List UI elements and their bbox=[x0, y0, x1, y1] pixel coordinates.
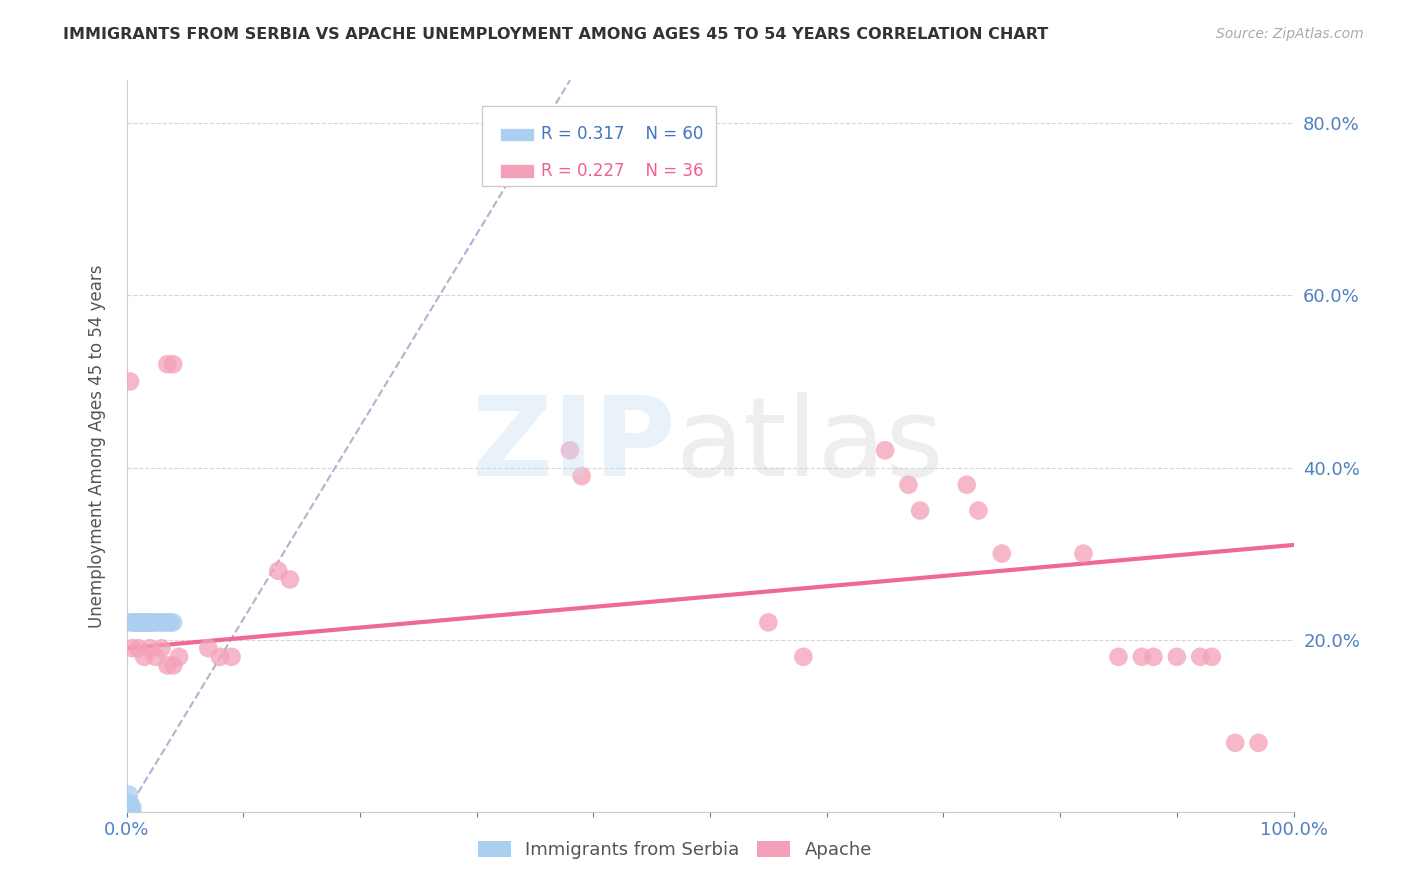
Point bbox=[145, 615, 167, 630]
Point bbox=[118, 805, 141, 819]
Point bbox=[132, 615, 155, 630]
Point bbox=[571, 469, 593, 483]
Point bbox=[1247, 736, 1270, 750]
Point bbox=[135, 615, 157, 630]
Point bbox=[132, 615, 155, 630]
FancyBboxPatch shape bbox=[501, 164, 534, 178]
Point bbox=[122, 615, 145, 630]
Point bbox=[160, 615, 183, 630]
Point bbox=[132, 615, 155, 630]
FancyBboxPatch shape bbox=[482, 106, 716, 186]
Point bbox=[208, 649, 231, 664]
Point bbox=[792, 649, 814, 664]
Point bbox=[897, 477, 920, 491]
Point bbox=[141, 615, 163, 630]
Point bbox=[129, 615, 152, 630]
Point bbox=[117, 805, 139, 819]
Point bbox=[1073, 547, 1095, 561]
Point bbox=[267, 564, 290, 578]
Point bbox=[118, 800, 141, 814]
Point bbox=[558, 443, 581, 458]
Point bbox=[875, 443, 897, 458]
Point bbox=[138, 615, 160, 630]
Point bbox=[139, 615, 162, 630]
Point bbox=[131, 615, 153, 630]
Point bbox=[162, 658, 184, 673]
Point bbox=[157, 615, 180, 630]
Point bbox=[155, 615, 177, 630]
Point bbox=[118, 796, 141, 810]
Point bbox=[118, 805, 141, 819]
Text: R = 0.227    N = 36: R = 0.227 N = 36 bbox=[541, 162, 703, 180]
Point bbox=[1108, 649, 1130, 664]
Point bbox=[115, 800, 138, 814]
Point bbox=[990, 547, 1012, 561]
Point bbox=[139, 641, 162, 656]
Point bbox=[118, 800, 141, 814]
Point bbox=[150, 641, 173, 656]
Point bbox=[1166, 649, 1188, 664]
Point bbox=[118, 375, 141, 389]
Point bbox=[153, 615, 176, 630]
Point bbox=[115, 805, 138, 819]
FancyBboxPatch shape bbox=[501, 128, 534, 141]
Point bbox=[756, 615, 779, 630]
Text: IMMIGRANTS FROM SERBIA VS APACHE UNEMPLOYMENT AMONG AGES 45 TO 54 YEARS CORRELAT: IMMIGRANTS FROM SERBIA VS APACHE UNEMPLO… bbox=[63, 27, 1049, 42]
Point bbox=[120, 805, 142, 819]
Point bbox=[908, 503, 931, 517]
Point bbox=[1223, 736, 1246, 750]
Point bbox=[162, 357, 184, 371]
Point bbox=[127, 641, 149, 656]
Point bbox=[117, 796, 139, 810]
Point bbox=[1142, 649, 1164, 664]
Text: atlas: atlas bbox=[675, 392, 943, 500]
Point bbox=[115, 805, 138, 819]
Y-axis label: Unemployment Among Ages 45 to 54 years: Unemployment Among Ages 45 to 54 years bbox=[87, 264, 105, 628]
Point bbox=[167, 649, 190, 664]
Point bbox=[150, 615, 173, 630]
Point bbox=[1130, 649, 1153, 664]
Point bbox=[221, 649, 243, 664]
Point bbox=[278, 573, 301, 587]
Point bbox=[125, 615, 148, 630]
Text: Source: ZipAtlas.com: Source: ZipAtlas.com bbox=[1216, 27, 1364, 41]
Point bbox=[1189, 649, 1212, 664]
Point bbox=[146, 615, 169, 630]
Point bbox=[139, 615, 162, 630]
Point bbox=[118, 796, 141, 810]
Point bbox=[115, 805, 138, 819]
Point bbox=[121, 800, 143, 814]
Point bbox=[1201, 649, 1223, 664]
Point bbox=[121, 641, 143, 656]
Point bbox=[120, 800, 142, 814]
Point bbox=[156, 658, 179, 673]
Point bbox=[121, 805, 143, 819]
Point bbox=[118, 615, 141, 630]
Point bbox=[145, 649, 167, 664]
Point bbox=[117, 800, 139, 814]
Legend: Immigrants from Serbia, Apache: Immigrants from Serbia, Apache bbox=[470, 832, 880, 869]
Text: ZIP: ZIP bbox=[471, 392, 675, 500]
Point bbox=[197, 641, 219, 656]
Point bbox=[967, 503, 990, 517]
Point bbox=[127, 615, 149, 630]
Point bbox=[118, 805, 141, 819]
Point bbox=[134, 615, 156, 630]
Point bbox=[132, 649, 155, 664]
Point bbox=[125, 615, 148, 630]
Point bbox=[121, 615, 143, 630]
Point bbox=[162, 615, 184, 630]
Point bbox=[118, 788, 141, 802]
Point bbox=[156, 357, 179, 371]
Point bbox=[117, 796, 139, 810]
Point bbox=[142, 615, 165, 630]
Text: R = 0.317    N = 60: R = 0.317 N = 60 bbox=[541, 126, 703, 144]
Point bbox=[117, 805, 139, 819]
Point bbox=[124, 615, 146, 630]
Point bbox=[956, 477, 979, 491]
Point bbox=[136, 615, 159, 630]
